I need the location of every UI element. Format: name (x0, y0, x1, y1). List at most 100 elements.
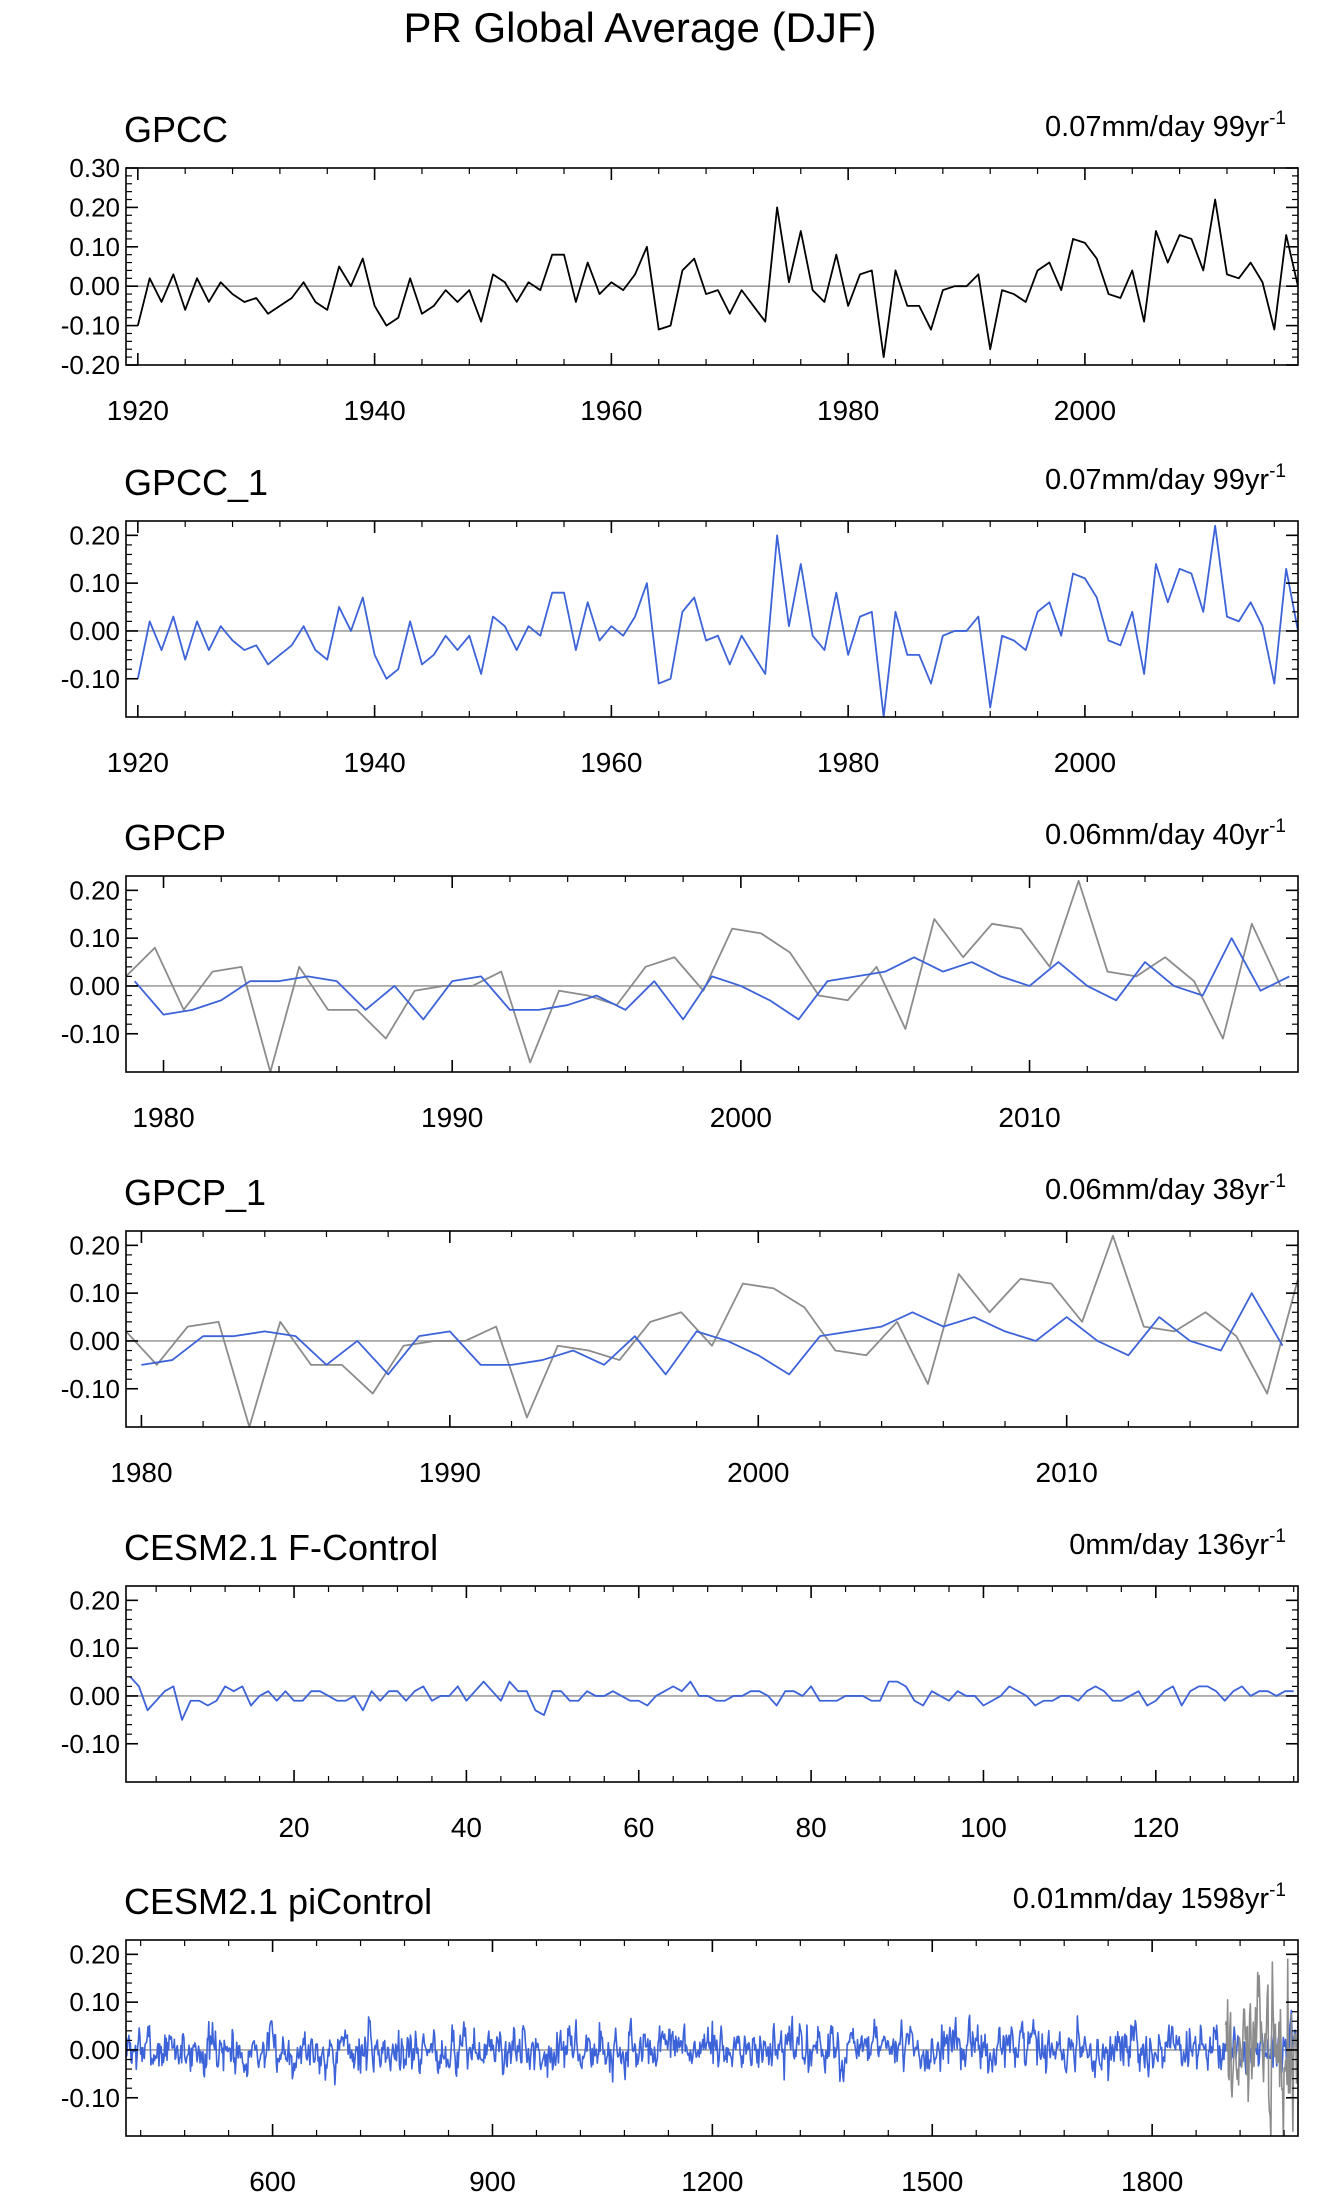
x-tick-label: 2000 (727, 1457, 789, 1488)
x-tick-label: 2000 (1054, 395, 1116, 426)
trend-label: 0.06mm/day 40yr-1 (1045, 816, 1286, 851)
x-tick-label: 1990 (419, 1457, 481, 1488)
series-line-gpcp-1 (141, 1292, 1284, 1376)
x-tick-label: 1980 (132, 1102, 194, 1133)
x-tick-label: 1800 (1121, 2166, 1183, 2197)
trend-label: 0.06mm/day 38yr-1 (1045, 1171, 1286, 1206)
y-tick-label: 0.20 (69, 875, 120, 905)
y-tick-label: 0.00 (69, 2035, 120, 2065)
y-tick-label: 0.00 (69, 971, 120, 1001)
x-tick-label: 1990 (421, 1102, 483, 1133)
y-tick-label: 0.20 (69, 1230, 120, 1260)
y-tick-label: 0.20 (69, 1939, 120, 1969)
series-line-gpcp (133, 937, 1290, 1021)
panel-2: GPCC_1 0.07mm/day 99yr-1 -0.10 0.00 0.10 0.20… (61, 461, 1299, 778)
panel-title: GPCP_1 (124, 1172, 266, 1213)
plot-area (129, 1676, 1294, 1721)
x-tick-label: 20 (278, 1812, 309, 1843)
y-tick-label: 0.10 (69, 923, 120, 953)
y-tick-label: 0.00 (69, 1326, 120, 1356)
x-tick-label: 2000 (710, 1102, 772, 1133)
y-tick-label: -0.20 (61, 350, 120, 380)
plot-frame (125, 875, 1299, 1073)
plot-area (136, 524, 1298, 717)
y-tick-label: 0.20 (69, 1585, 120, 1615)
x-tick-label: 2010 (1036, 1457, 1098, 1488)
x-tick-label: 2010 (998, 1102, 1060, 1133)
x-tick-label: 900 (469, 2166, 516, 2197)
y-tick-label: -0.10 (61, 311, 120, 341)
y-tick-label: 0.10 (69, 1633, 120, 1663)
panel-title: GPCC_1 (124, 462, 268, 503)
trend-exponent: -1 (1269, 816, 1286, 837)
trend-value: 0.07mm/day 99yr (1045, 464, 1269, 496)
x-tick-label: 2000 (1054, 747, 1116, 778)
x-tick-label: 1920 (107, 747, 169, 778)
x-tick-label: 120 (1132, 1812, 1179, 1843)
series-line-gpcc-reference (126, 1234, 1298, 1427)
trend-label: 0.07mm/day 99yr-1 (1045, 108, 1286, 143)
trend-exponent: -1 (1269, 461, 1286, 482)
series-line-picontrol (126, 2009, 1298, 2086)
series-line-gpcc (136, 198, 1298, 359)
plot-frame (125, 1230, 1299, 1428)
panel-4: GPCP_1 0.06mm/day 38yr-1 -0.10 0.00 0.10 0.20… (61, 1171, 1299, 1488)
x-tick-label: 80 (796, 1812, 827, 1843)
x-tick-label: 600 (249, 2166, 296, 2197)
panels: GPCC 0.07mm/day 99yr-1-0.20-0.100.000.100… (61, 108, 1299, 2197)
plot-area (126, 879, 1290, 1072)
trend-value: 0.06mm/day 38yr (1045, 1174, 1269, 1206)
x-tick-label: 1960 (580, 747, 642, 778)
y-tick-label: 0.10 (69, 1278, 120, 1308)
y-tick-label: 0.00 (69, 616, 120, 646)
panel-6: CESM2.1 piControl 0.01mm/day 1598yr-1 -0.1… (61, 1880, 1299, 2197)
trend-exponent: -1 (1269, 108, 1286, 129)
x-tick-label: 60 (623, 1812, 654, 1843)
x-tick-label: 1980 (817, 395, 879, 426)
panel-title: GPCP (124, 817, 226, 858)
panel-title: GPCC (124, 109, 228, 150)
x-tick-label: 1980 (110, 1457, 172, 1488)
trend-value: 0.07mm/day 99yr (1045, 111, 1269, 143)
y-tick-label: 0.20 (69, 192, 120, 222)
y-tick-label: 0.20 (69, 520, 120, 550)
plot-area (126, 1234, 1298, 1427)
plot-area (136, 198, 1298, 359)
trend-value: 0.01mm/day 1598yr (1013, 1883, 1270, 1915)
trend-label: 0.07mm/day 99yr-1 (1045, 461, 1286, 496)
x-tick-label: 1500 (901, 2166, 963, 2197)
x-tick-label: 1940 (343, 747, 405, 778)
panel-1: GPCC 0.07mm/day 99yr-1 -0.20 -0.10 0.00 0.10 0… (61, 108, 1299, 426)
x-tick-label: 1940 (343, 395, 405, 426)
series-line-gpcc-reference (126, 879, 1282, 1072)
x-tick-label: 1920 (107, 395, 169, 426)
x-tick-label: 1960 (580, 395, 642, 426)
x-tick-label: 1200 (681, 2166, 743, 2197)
x-tick-label: 100 (960, 1812, 1007, 1843)
trend-value: 0.06mm/day 40yr (1045, 819, 1269, 851)
panel-title: CESM2.1 piControl (124, 1881, 432, 1922)
x-tick-label: 1980 (817, 747, 879, 778)
panel-5: CESM2.1 F-Control 0mm/day 136yr-1 -0.10 0.0… (61, 1526, 1299, 1843)
y-tick-label: 0.00 (69, 271, 120, 301)
y-tick-label: 0.00 (69, 1681, 120, 1711)
series-line-gpcc-1 (136, 524, 1298, 717)
panel-title: CESM2.1 F-Control (124, 1527, 438, 1568)
series-line-cesm2-1-f-control (129, 1676, 1294, 1721)
y-tick-label: -0.10 (61, 1374, 120, 1404)
trend-exponent: -1 (1269, 1171, 1286, 1192)
panel-3: GPCP 0.06mm/day 40yr-1 -0.10 0.00 0.10 0.20 19… (61, 816, 1299, 1133)
trend-value: 0mm/day 136yr (1069, 1529, 1269, 1561)
trend-exponent: -1 (1269, 1880, 1286, 1901)
y-tick-label: 0.10 (69, 568, 120, 598)
trend-label: 0mm/day 136yr-1 (1069, 1526, 1286, 1561)
y-tick-label: -0.10 (61, 664, 120, 694)
plot-area (126, 1958, 1298, 2136)
y-tick-label: -0.10 (61, 1729, 120, 1759)
series-line-gpcc-reference (1224, 1958, 1298, 2136)
x-tick-label: 40 (451, 1812, 482, 1843)
trend-label: 0.01mm/day 1598yr-1 (1013, 1880, 1286, 1915)
y-tick-label: 0.10 (69, 1987, 120, 2017)
y-tick-label: -0.10 (61, 1019, 120, 1049)
